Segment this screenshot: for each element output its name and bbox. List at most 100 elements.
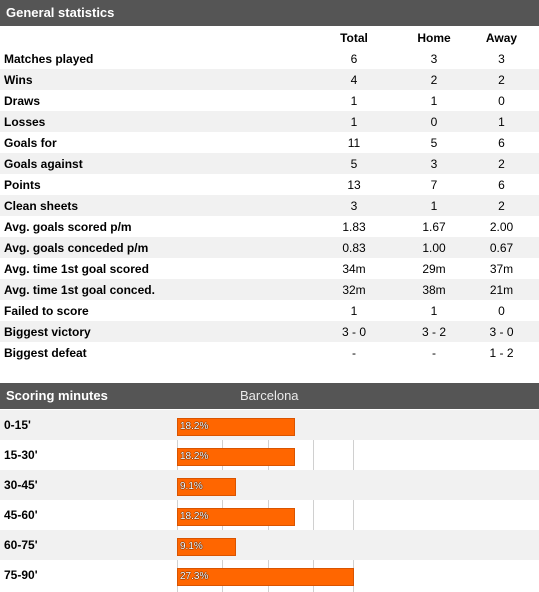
percentage-bar [177, 418, 295, 436]
scoring-row: 0-15' 18.2% [0, 410, 539, 440]
column-header-total: Total [340, 30, 368, 45]
home-value: - [432, 345, 436, 360]
general-statistics-table: Total Home Away Matches played 6 3 3 Wins 4 2 2… [0, 27, 539, 363]
total-value: 11 [347, 135, 361, 150]
column-header-away: Away [485, 30, 518, 45]
away-value: 2 [498, 198, 505, 213]
interval-label: 45-60' [4, 508, 38, 522]
home-value: 38m [422, 282, 446, 297]
table-row: Goals against 5 3 2 [0, 153, 539, 174]
percentage-bar [177, 568, 354, 586]
row-label: Losses [4, 114, 46, 129]
table-row: Biggest victory 3 - 0 3 - 2 3 - 0 [0, 321, 539, 342]
percentage-label: 9.1% [180, 541, 203, 552]
away-value: 1 - 2 [489, 345, 514, 360]
away-value: 21m [489, 282, 514, 297]
scoring-row: 75-90' 27.3% [0, 560, 539, 590]
total-value: 1 [350, 93, 358, 108]
percentage-bar [177, 538, 236, 556]
home-value: 29m [422, 261, 446, 276]
away-value: 3 - 0 [489, 324, 514, 339]
scoring-row: 45-60' 18.2% [0, 500, 539, 530]
table-row: Biggest defeat - - 1 - 2 [0, 342, 539, 363]
total-value: 32m [342, 282, 366, 297]
away-value: 37m [489, 261, 514, 276]
total-value: 13 [347, 177, 361, 192]
away-value: 1 [498, 114, 505, 129]
row-label: Wins [4, 72, 33, 87]
gridline [268, 410, 269, 592]
row-label: Avg. time 1st goal scored [4, 261, 149, 276]
total-value: 5 [350, 156, 358, 171]
away-value: 6 [498, 177, 505, 192]
row-label: Points [4, 177, 41, 192]
percentage-label: 9.1% [180, 481, 203, 492]
total-value: 6 [350, 51, 358, 66]
table-row: Points 13 7 6 [0, 174, 539, 195]
interval-label: 75-90' [4, 568, 38, 582]
scoring-minutes-title: Scoring minutes [6, 388, 108, 403]
away-value: 0.67 [489, 240, 514, 255]
row-label: Biggest victory [4, 324, 91, 339]
interval-label: 0-15' [4, 418, 31, 432]
team-name: Barcelona [240, 388, 299, 403]
row-label: Goals for [4, 135, 57, 150]
table-row: Goals for 11 5 6 [0, 132, 539, 153]
home-value: 2 [430, 72, 438, 87]
label-column-header [0, 27, 304, 48]
row-label: Matches played [4, 51, 94, 66]
row-label: Avg. goals scored p/m [4, 219, 132, 234]
total-value: - [352, 345, 356, 360]
home-value: 5 [430, 135, 438, 150]
scoring-row: 60-75' 9.1% [0, 530, 539, 560]
home-value: 7 [430, 177, 438, 192]
scoring-minutes-chart: 0-15' 18.2% 15-30' 18.2% 30-45' 9.1% 45-60' 18.… [0, 410, 539, 592]
total-value: 1 [350, 303, 358, 318]
total-value: 1.83 [342, 219, 366, 234]
column-header-home: Home [417, 30, 451, 45]
gridline [222, 410, 223, 592]
percentage-bar [177, 478, 236, 496]
away-value: 0 [498, 93, 505, 108]
percentage-label: 18.2% [180, 511, 209, 522]
row-label: Goals against [4, 156, 83, 171]
table-row: Avg. goals conceded p/m 0.83 1.00 0.67 [0, 237, 539, 258]
home-value: 3 [430, 51, 438, 66]
scoring-minutes-header: Scoring minutes Barcelona [0, 383, 539, 409]
away-value: 2 [498, 72, 505, 87]
home-value: 1 [430, 303, 438, 318]
table-row: Wins 4 2 2 [0, 69, 539, 90]
away-value: 2 [498, 156, 505, 171]
table-row: Failed to score 1 1 0 [0, 300, 539, 321]
table-row: Clean sheets 3 1 2 [0, 195, 539, 216]
row-label: Failed to score [4, 303, 89, 318]
away-value: 2.00 [489, 219, 514, 234]
table-row: Matches played 6 3 3 [0, 48, 539, 69]
table-row: Avg. time 1st goal conced. 32m 38m 21m [0, 279, 539, 300]
percentage-label: 18.2% [180, 421, 209, 432]
general-statistics-title: General statistics [6, 5, 115, 20]
away-value: 0 [498, 303, 505, 318]
percentage-label: 18.2% [180, 451, 209, 462]
total-value: 1 [350, 114, 358, 129]
gridline [313, 410, 314, 592]
home-value: 1 [430, 198, 438, 213]
general-statistics-body: Matches played 6 3 3 Wins 4 2 2 Draws 1 1 0 Losses 1 0… [0, 48, 539, 363]
total-value: 0.83 [342, 240, 366, 255]
table-row: Avg. goals scored p/m 1.83 1.67 2.00 [0, 216, 539, 237]
home-value: 3 - 2 [421, 324, 446, 339]
home-value: 1 [430, 93, 438, 108]
interval-label: 60-75' [4, 538, 38, 552]
total-value: 4 [350, 72, 358, 87]
total-value: 3 [350, 198, 358, 213]
row-label: Clean sheets [4, 198, 79, 213]
general-statistics-header: General statistics [0, 0, 539, 26]
gridline [353, 410, 354, 592]
gridline [177, 410, 178, 592]
scoring-row: 30-45' 9.1% [0, 470, 539, 500]
scoring-row: 15-30' 18.2% [0, 440, 539, 470]
row-label: Biggest defeat [4, 345, 87, 360]
home-value: 1.67 [422, 219, 446, 234]
home-value: 0 [430, 114, 438, 129]
interval-label: 15-30' [4, 448, 38, 462]
